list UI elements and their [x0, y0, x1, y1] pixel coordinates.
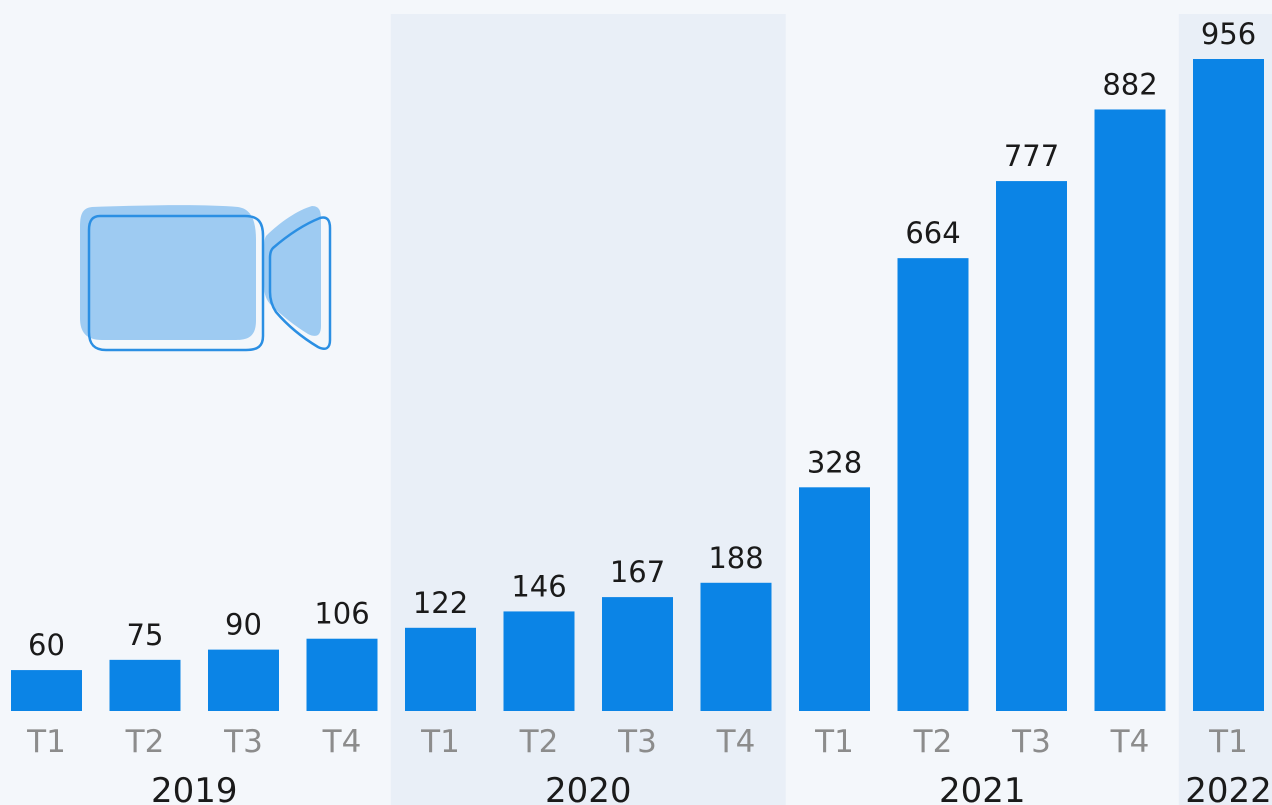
bar: [897, 258, 969, 711]
bar-value-label: 777: [1004, 139, 1059, 173]
x-tick-label: T1: [1208, 724, 1248, 760]
year-label-2019: 2019: [151, 771, 238, 805]
x-tick-label: T4: [322, 724, 362, 760]
x-tick-label: T1: [814, 724, 854, 760]
bar: [996, 181, 1067, 711]
bar: [602, 597, 673, 711]
x-tick-label: T4: [1110, 724, 1150, 760]
bar-value-label: 188: [708, 541, 763, 575]
bar: [503, 611, 575, 711]
video-camera-icon: [80, 205, 332, 352]
bar: [11, 670, 82, 711]
bar: [1193, 59, 1264, 712]
bar-value-label: 882: [1102, 67, 1157, 101]
bar-value-label: 75: [127, 618, 164, 652]
bar: [700, 582, 772, 711]
year-label-2020: 2020: [545, 771, 632, 805]
year-labels: 2019 2020 2021 2022: [151, 771, 1272, 805]
x-tick-label: T3: [223, 724, 263, 760]
bar-value-label: 106: [314, 597, 369, 631]
x-tick-label: T3: [617, 724, 657, 760]
x-tick-label: T4: [716, 724, 756, 760]
bar: [306, 638, 378, 711]
x-tick-label: T1: [26, 724, 66, 760]
x-tick-label: T1: [420, 724, 460, 760]
year-label-2021: 2021: [939, 771, 1026, 805]
x-tick-label: T2: [125, 724, 165, 760]
bar-value-label: 146: [511, 569, 566, 603]
bar-value-label: 664: [905, 216, 960, 250]
bar-value-label: 956: [1201, 17, 1256, 51]
bars: [11, 59, 1264, 712]
bar-value-label: 167: [610, 555, 665, 589]
bar-value-label: 328: [807, 445, 862, 479]
bar: [109, 659, 181, 711]
bar: [799, 487, 870, 711]
x-tick-label: T3: [1011, 724, 1051, 760]
bar: [405, 627, 476, 711]
bar-value-label: 90: [225, 608, 262, 642]
x-tick-labels: T1 T2 T3 T4 T1 T2 T3 T4 T1 T2 T3 T4 T1: [26, 724, 1248, 760]
x-tick-label: T2: [519, 724, 559, 760]
bar-value-label: 60: [28, 628, 65, 662]
year-label-2022: 2022: [1185, 771, 1272, 805]
bar: [1094, 109, 1166, 711]
value-labels: 60 75 90 106 122 146 167 188 328 664 777 882 956: [28, 17, 1256, 662]
bar-value-label: 122: [413, 586, 468, 620]
bar: [208, 649, 279, 711]
x-tick-label: T2: [913, 724, 953, 760]
